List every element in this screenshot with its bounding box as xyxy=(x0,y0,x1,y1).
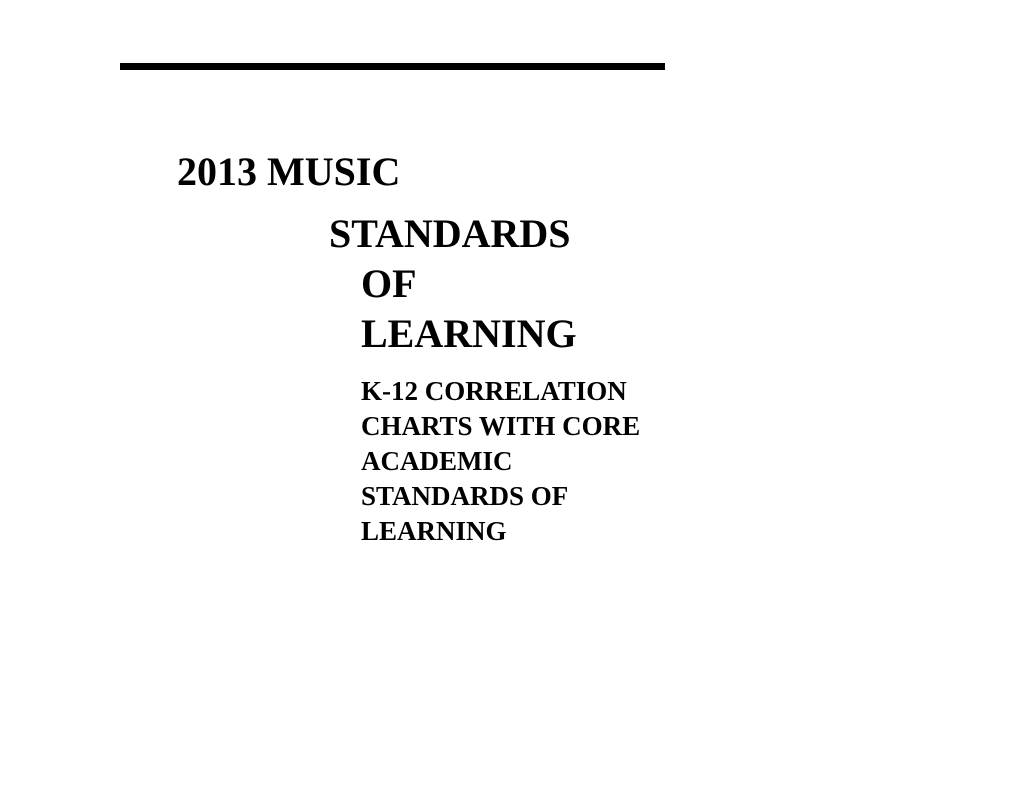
title-line-4: LEARNING xyxy=(361,310,577,357)
horizontal-rule xyxy=(120,63,665,70)
title-line-1: 2013 MUSIC xyxy=(177,148,400,195)
subtitle: K-12 CORRELATION CHARTS WITH CORE ACADEM… xyxy=(361,374,671,549)
title-line-3: OF xyxy=(361,260,417,307)
title-line-2: STANDARDS xyxy=(329,210,571,257)
